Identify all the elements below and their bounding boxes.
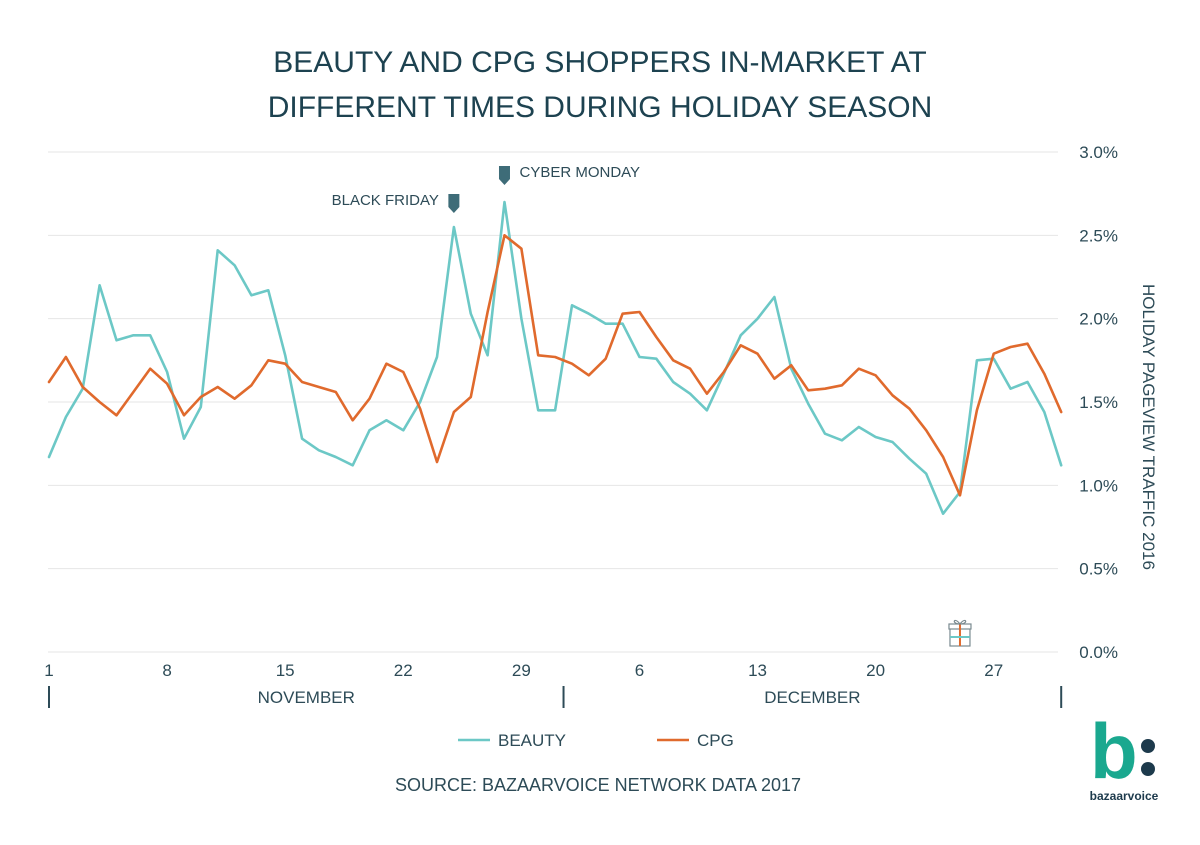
series-line-beauty [47, 200, 1063, 516]
x-tick-label: 29 [512, 661, 531, 680]
y-tick-label: 0.0% [1079, 643, 1118, 662]
logo-dot-top [1141, 739, 1155, 753]
grid-layer [48, 151, 1058, 653]
y-tick-label: 2.5% [1079, 226, 1118, 245]
month-label: NOVEMBER [258, 688, 355, 707]
legend-label: BEAUTY [498, 731, 566, 750]
y-tick-label: 1.5% [1079, 393, 1118, 412]
y-tick-label: 2.0% [1079, 310, 1118, 329]
x-tick-label: 1 [44, 661, 53, 680]
chart-title-line-1: BEAUTY AND CPG SHOPPERS IN-MARKET AT [273, 46, 926, 79]
logo-wordmark: bazaarvoice [1090, 789, 1159, 803]
gift-bow [953, 619, 967, 625]
y-tick-label: 1.0% [1079, 476, 1118, 495]
y-tick-label: 0.5% [1079, 560, 1118, 579]
event-label: BLACK FRIDAY [332, 192, 439, 209]
x-tick-label: 20 [866, 661, 885, 680]
y-tick-label: 3.0% [1079, 143, 1118, 162]
y-axis: 0.0% 0.5% 1.0% 1.5% 2.0% 2.5% 3.0% [1079, 143, 1118, 662]
x-tick-label: 6 [635, 661, 644, 680]
source-note: SOURCE: BAZAARVOICE NETWORK DATA 2017 [395, 775, 801, 795]
y-axis-label: HOLIDAY PAGEVIEW TRAFFIC 2016 [1139, 284, 1158, 570]
gift-icon [948, 619, 972, 647]
legend-label: CPG [697, 731, 734, 750]
event-marker-icon [498, 166, 510, 185]
x-axis: 1 8 15 22 29 6 13 20 27 NOVEMBER DECEMBER [44, 661, 1063, 708]
series-line-cpg [47, 234, 1063, 497]
event-marker-icon [448, 194, 460, 213]
logo-letter: b [1090, 707, 1138, 795]
logo-dot-bottom [1141, 762, 1155, 776]
x-tick-label: 8 [162, 661, 171, 680]
chart-title-line-2: DIFFERENT TIMES DURING HOLIDAY SEASON [268, 91, 933, 124]
x-tick-label: 27 [984, 661, 1003, 680]
month-label: DECEMBER [764, 688, 860, 707]
x-tick-label: 22 [394, 661, 413, 680]
legend: BEAUTY CPG [458, 731, 734, 750]
bazaarvoice-logo: b bazaarvoice [1090, 707, 1159, 803]
annotation-layer: BLACK FRIDAY CYBER MONDAY [332, 164, 972, 647]
series-layer [47, 200, 1063, 516]
x-tick-label: 15 [276, 661, 295, 680]
x-tick-label: 13 [748, 661, 767, 680]
event-label: CYBER MONDAY [519, 164, 640, 181]
